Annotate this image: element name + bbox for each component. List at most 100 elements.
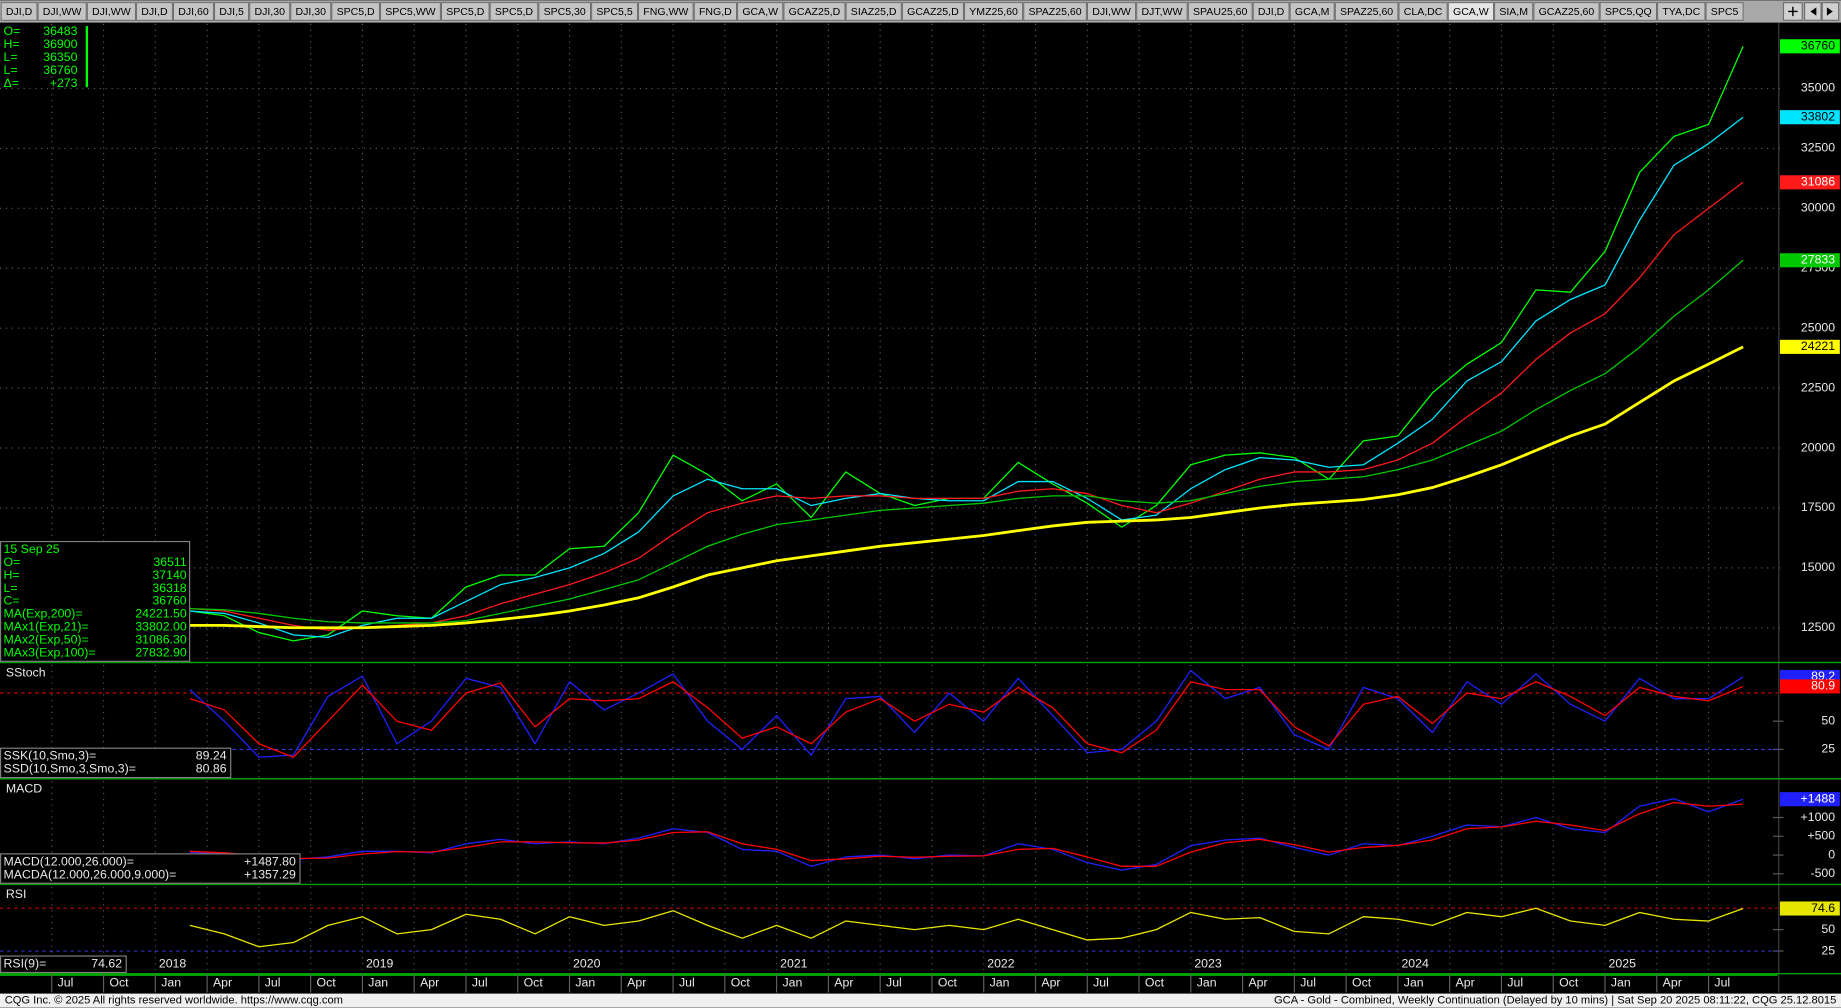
quote-label: L= bbox=[4, 50, 18, 64]
y-tick-label: 25 bbox=[1821, 742, 1835, 756]
tab[interactable] bbox=[737, 2, 784, 21]
tab[interactable] bbox=[591, 2, 638, 21]
panel-title: SStoch bbox=[6, 665, 46, 679]
readout-value: 89.24 bbox=[196, 749, 227, 763]
month-label: Apr bbox=[213, 975, 232, 989]
quote-label: O= bbox=[4, 24, 21, 38]
tab[interactable] bbox=[380, 2, 441, 21]
y-tick-label: 0 bbox=[1828, 847, 1835, 861]
tab[interactable] bbox=[1289, 2, 1335, 21]
tab[interactable] bbox=[214, 2, 250, 21]
last-value-label: 33802 bbox=[1801, 109, 1835, 123]
last-value-label: 36760 bbox=[1801, 39, 1835, 53]
tab[interactable] bbox=[964, 2, 1024, 21]
tab-label: CLA,DC bbox=[1404, 6, 1443, 18]
tab-label: SPC5,5 bbox=[596, 6, 632, 18]
tab[interactable] bbox=[1252, 2, 1290, 21]
tab[interactable] bbox=[1023, 2, 1087, 21]
data-window-label: MAx1(Exp,21)= bbox=[4, 620, 89, 634]
data-window-value: 24221.50 bbox=[135, 607, 187, 621]
tab[interactable] bbox=[1087, 2, 1137, 21]
tab-controls[interactable] bbox=[1782, 2, 1840, 21]
month-label: Jan bbox=[161, 975, 181, 989]
tab[interactable] bbox=[1657, 2, 1706, 21]
tab-label: DJI,60 bbox=[178, 6, 209, 18]
tab[interactable] bbox=[538, 2, 591, 21]
tab[interactable] bbox=[136, 2, 173, 21]
tab-label: SPC5,30 bbox=[544, 6, 586, 18]
last-value-box bbox=[1779, 253, 1840, 268]
quote-value: 36483 bbox=[43, 24, 77, 38]
year-label: 2023 bbox=[1194, 957, 1222, 971]
month-label: Apr bbox=[627, 975, 646, 989]
month-label: Jan bbox=[575, 975, 595, 989]
readout-value: 80.86 bbox=[196, 762, 227, 776]
tab[interactable] bbox=[1533, 2, 1600, 21]
tab-label: SPAZ25,60 bbox=[1028, 6, 1081, 18]
tab[interactable] bbox=[1599, 2, 1657, 21]
y-tick-label: +500 bbox=[1807, 829, 1835, 843]
month-label: Oct bbox=[317, 975, 337, 989]
tab[interactable] bbox=[86, 2, 136, 21]
tab[interactable] bbox=[783, 2, 846, 21]
month-label: Jul bbox=[472, 975, 488, 989]
tab[interactable] bbox=[638, 2, 694, 21]
data-window-date: 15 Sep 25 bbox=[4, 542, 60, 556]
month-label: Jul bbox=[265, 975, 281, 989]
last-value-label: 80.9 bbox=[1811, 679, 1835, 693]
month-label: Jul bbox=[1507, 975, 1523, 989]
last-value-box bbox=[1779, 792, 1840, 807]
y-tick-label: 12500 bbox=[1801, 620, 1835, 634]
data-window-value: 33802.00 bbox=[135, 620, 187, 634]
tab[interactable] bbox=[1398, 2, 1448, 21]
year-label: 2025 bbox=[1609, 957, 1637, 971]
tab[interactable] bbox=[331, 2, 380, 21]
last-value-box bbox=[1779, 39, 1840, 54]
month-label: Apr bbox=[420, 975, 439, 989]
data-window-label: MAx2(Exp,50)= bbox=[4, 632, 89, 646]
tab[interactable] bbox=[290, 2, 332, 21]
tab-label: FNG,D bbox=[699, 6, 732, 18]
month-label: Apr bbox=[1456, 975, 1475, 989]
tab[interactable] bbox=[1334, 2, 1399, 21]
tab[interactable] bbox=[37, 2, 87, 21]
tab-label: GCA,W bbox=[1453, 6, 1489, 18]
tab[interactable] bbox=[249, 2, 291, 21]
status-bar bbox=[0, 993, 1841, 1008]
arrow-right-icon bbox=[1826, 7, 1833, 16]
last-value-label: 27833 bbox=[1801, 253, 1835, 267]
month-label: Jan bbox=[782, 975, 802, 989]
series-line bbox=[189, 116, 1744, 639]
tab[interactable] bbox=[441, 2, 490, 21]
tab[interactable] bbox=[845, 2, 902, 21]
last-value-label: 24221 bbox=[1801, 339, 1835, 353]
tab-label: SPC5,WW bbox=[385, 6, 435, 18]
last-value-box bbox=[1779, 110, 1840, 125]
month-label: Jan bbox=[1404, 975, 1424, 989]
tab[interactable] bbox=[173, 2, 214, 21]
y-tick-label: 22500 bbox=[1801, 380, 1835, 394]
month-label: Jan bbox=[1611, 975, 1631, 989]
last-value-box bbox=[1779, 339, 1840, 354]
tab[interactable] bbox=[489, 2, 539, 21]
tab-label: DJI,WW bbox=[43, 6, 82, 18]
tab-label: DJI,30 bbox=[296, 6, 327, 18]
tab[interactable] bbox=[693, 2, 737, 21]
month-label: Oct bbox=[1145, 975, 1165, 989]
quote-value: 36900 bbox=[43, 37, 77, 51]
y-tick-label: 30000 bbox=[1801, 201, 1835, 215]
tab[interactable] bbox=[901, 2, 964, 21]
quote-value: 36350 bbox=[43, 50, 77, 64]
series-line bbox=[189, 345, 1744, 630]
series-line bbox=[189, 669, 1744, 758]
tab-label: GCA,W bbox=[742, 6, 778, 18]
tab[interactable] bbox=[1494, 2, 1534, 21]
quote-label: H= bbox=[4, 37, 20, 51]
tab[interactable] bbox=[0, 2, 38, 21]
plus-icon bbox=[1788, 6, 1798, 17]
tab[interactable] bbox=[1447, 2, 1494, 21]
tab[interactable] bbox=[1136, 2, 1188, 21]
tab[interactable] bbox=[1705, 2, 1744, 21]
tab[interactable] bbox=[1187, 2, 1253, 21]
